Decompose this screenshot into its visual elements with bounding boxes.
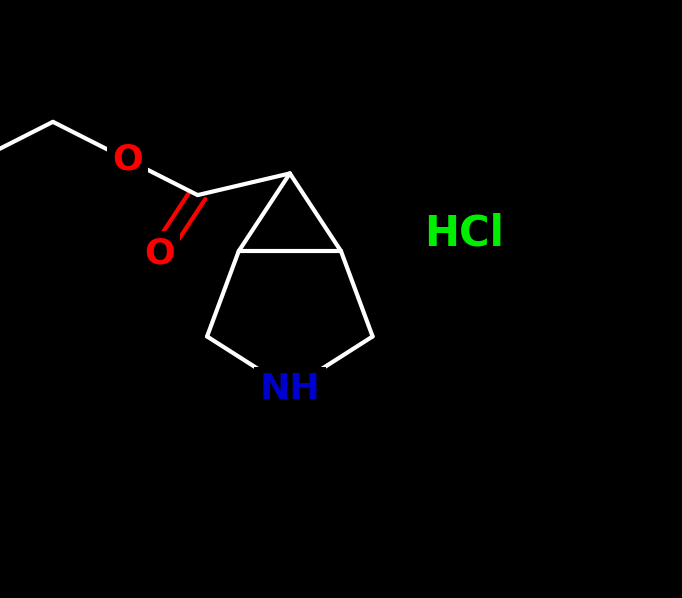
Text: O: O: [144, 236, 175, 270]
Text: HCl: HCl: [424, 212, 504, 254]
Text: NH: NH: [259, 372, 321, 406]
Text: O: O: [112, 142, 143, 176]
